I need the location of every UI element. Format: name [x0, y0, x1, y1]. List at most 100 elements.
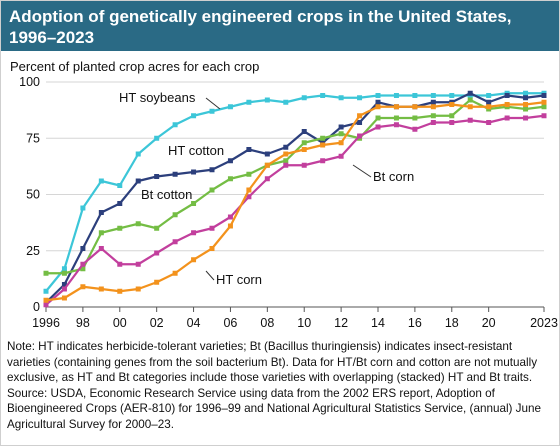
data-point: [375, 104, 381, 110]
data-point: [61, 266, 67, 272]
data-point: [154, 250, 160, 256]
data-point: [375, 115, 381, 121]
label-leader-ht-corn: [205, 270, 215, 281]
data-point: [523, 95, 529, 101]
data-point: [320, 93, 326, 98]
x-tick-label: 16: [408, 316, 422, 330]
data-point: [43, 270, 49, 276]
data-point: [320, 142, 326, 148]
data-point: [338, 153, 344, 159]
data-point: [61, 282, 67, 287]
data-point: [80, 266, 86, 272]
data-point: [43, 288, 49, 294]
data-point: [61, 295, 67, 301]
x-tick-label: 20: [482, 316, 496, 330]
data-point: [43, 302, 49, 308]
data-point: [523, 102, 529, 107]
data-point: [486, 120, 492, 125]
data-point: [191, 257, 197, 263]
data-point: [283, 151, 289, 157]
data-point: [449, 93, 455, 98]
data-point: [541, 93, 547, 98]
data-point: [154, 174, 160, 179]
note-text: Note: HT indicates herbicide-tolerant va…: [7, 340, 538, 385]
data-point: [98, 210, 104, 215]
data-point: [375, 124, 381, 130]
data-point: [357, 120, 363, 125]
y-tick-label: 0: [33, 300, 40, 314]
x-tick-label: 10: [297, 316, 311, 330]
data-point: [449, 102, 455, 107]
data-point: [227, 223, 233, 229]
data-point: [301, 147, 307, 152]
data-point: [209, 167, 215, 173]
x-tick-label: 98: [76, 316, 90, 330]
data-point: [320, 135, 326, 141]
chart-title: Adoption of genetically engineered crops…: [1, 1, 559, 51]
data-point: [227, 176, 233, 182]
data-point: [117, 261, 123, 267]
data-point: [117, 225, 123, 231]
data-point: [338, 140, 344, 146]
x-tick-label: 12: [334, 316, 348, 330]
data-point: [264, 162, 270, 168]
data-point: [430, 113, 436, 119]
data-point: [172, 239, 178, 245]
data-point: [246, 194, 252, 200]
data-point: [504, 102, 510, 107]
data-point: [191, 169, 197, 175]
data-point: [523, 115, 529, 121]
series-label-ht-cotton: HT cotton: [168, 143, 224, 158]
notes-block: Note: HT indicates herbicide-tolerant va…: [7, 339, 555, 433]
data-point: [301, 129, 307, 134]
data-point: [264, 176, 270, 182]
series-label-ht-corn: HT corn: [216, 272, 262, 287]
data-point: [301, 95, 307, 101]
x-tick-label: 04: [187, 316, 201, 330]
data-point: [80, 261, 86, 267]
y-tick-label: 100: [19, 75, 40, 89]
data-point: [504, 115, 510, 121]
data-point: [246, 187, 252, 193]
data-point: [43, 297, 49, 303]
data-point: [375, 99, 381, 105]
x-tick-label: 1996: [32, 316, 60, 330]
data-point: [449, 113, 455, 119]
data-point: [504, 93, 510, 98]
data-point: [191, 113, 197, 119]
data-point: [412, 126, 418, 132]
data-point: [486, 99, 492, 105]
data-point: [430, 104, 436, 110]
data-point: [412, 115, 418, 121]
y-tick-label: 25: [26, 244, 40, 258]
data-point: [523, 106, 529, 112]
data-point: [412, 93, 418, 98]
data-point: [393, 93, 399, 98]
data-point: [393, 104, 399, 110]
data-point: [80, 246, 86, 251]
data-point: [117, 201, 123, 206]
data-point: [264, 151, 270, 157]
data-point: [357, 113, 363, 119]
data-point: [154, 279, 160, 285]
label-leader-ht-soybeans: [205, 97, 221, 110]
data-point: [135, 151, 141, 157]
data-point: [154, 225, 160, 231]
data-point: [98, 230, 104, 236]
series-layer: [43, 90, 547, 308]
data-point: [467, 117, 473, 123]
data-point: [172, 122, 178, 128]
data-point: [172, 212, 178, 218]
data-point: [172, 270, 178, 276]
y-tick-label: 50: [26, 188, 40, 202]
data-point: [209, 246, 215, 251]
data-point: [301, 162, 307, 168]
data-point: [486, 93, 492, 98]
data-point: [154, 135, 160, 141]
data-point: [80, 205, 86, 211]
data-point: [301, 140, 307, 146]
gridlines: [46, 81, 544, 308]
data-point: [467, 90, 473, 96]
